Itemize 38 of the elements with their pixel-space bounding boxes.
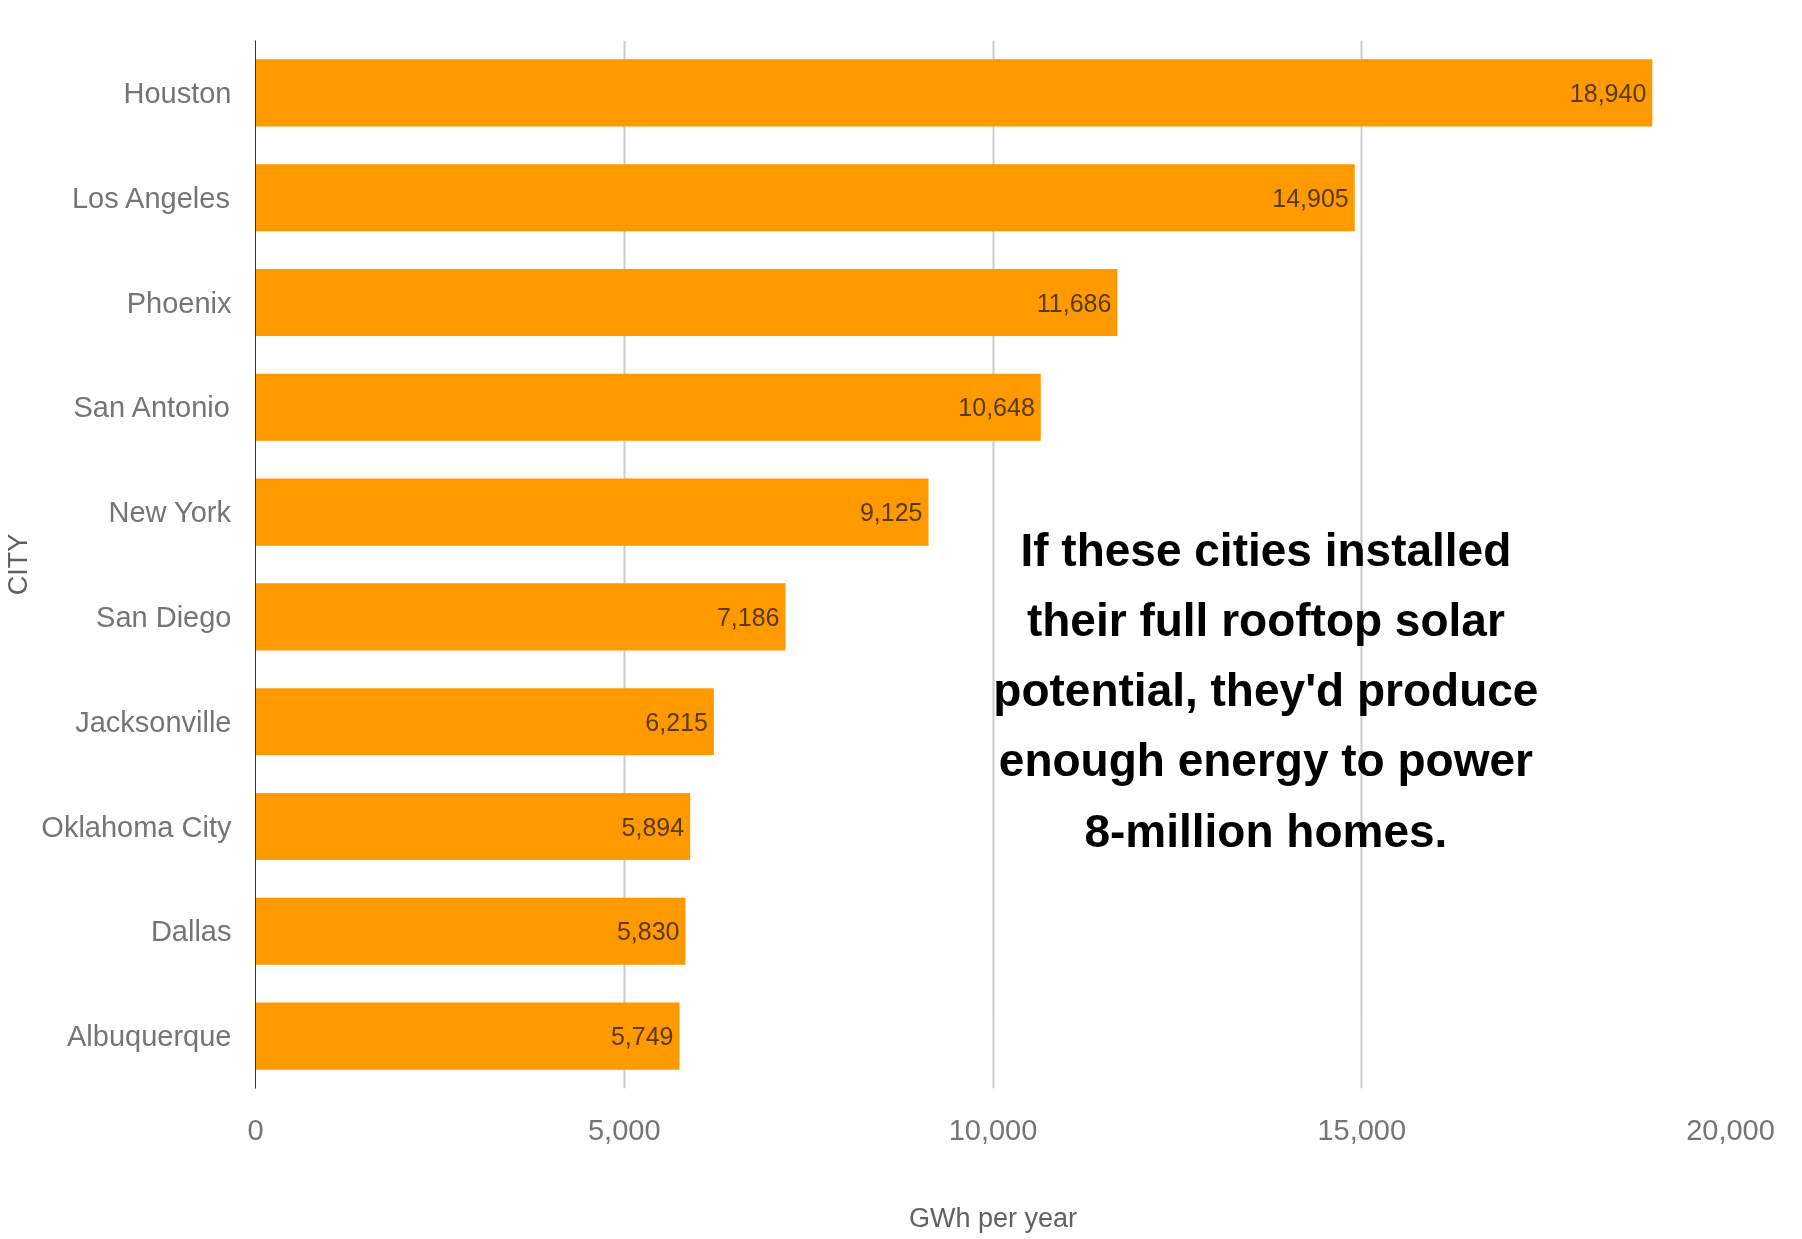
y-tick-label: New York — [108, 496, 232, 529]
bar — [255, 1002, 680, 1070]
data-label: 5,830 — [616, 917, 680, 946]
data-label: 9,125 — [859, 498, 923, 527]
y-tick-label: Dallas — [150, 915, 232, 948]
y-tick-label: Los Angeles — [71, 181, 230, 214]
bar — [255, 373, 1041, 441]
y-axis-title: CITY — [3, 533, 34, 596]
x-axis-title: GWh per year — [908, 1202, 1078, 1233]
bar — [255, 268, 1118, 337]
data-label: 5,749 — [610, 1022, 674, 1051]
x-tick-label: 5,000 — [587, 1113, 661, 1146]
x-tick-label: 20,000 — [1686, 1113, 1775, 1146]
y-tick-label: Jacksonville — [75, 705, 232, 738]
x-tick-label: 0 — [247, 1113, 264, 1146]
x-tick-label: 15,000 — [1317, 1113, 1407, 1146]
y-tick-label: Albuquerque — [67, 1020, 232, 1053]
bar — [255, 688, 714, 756]
data-label: 10,648 — [958, 393, 1035, 422]
bar — [255, 59, 1653, 127]
bar — [255, 164, 1355, 232]
data-label: 14,905 — [1272, 183, 1349, 212]
data-label: 5,894 — [621, 812, 685, 841]
y-tick-label: Oklahoma City — [41, 810, 232, 843]
y-tick-label: Houston — [123, 76, 232, 109]
y-tick-label: San Antonio — [73, 391, 230, 424]
bar — [255, 478, 929, 546]
data-label: 6,215 — [645, 707, 708, 736]
y-tick-label: San Diego — [96, 600, 232, 633]
annotation: If these cities installed their full rooftop solar potential, they'd produce enough energy to power 8-million homes. — [993, 523, 1539, 857]
x-tick-label: 10,000 — [948, 1113, 1038, 1146]
bar — [255, 897, 686, 965]
data-label: 18,940 — [1569, 78, 1647, 107]
y-tick-label: Phoenix — [126, 286, 232, 319]
data-label: 11,686 — [1036, 288, 1112, 317]
data-label: 7,186 — [716, 602, 780, 631]
bar — [255, 583, 786, 651]
bar — [255, 792, 691, 861]
